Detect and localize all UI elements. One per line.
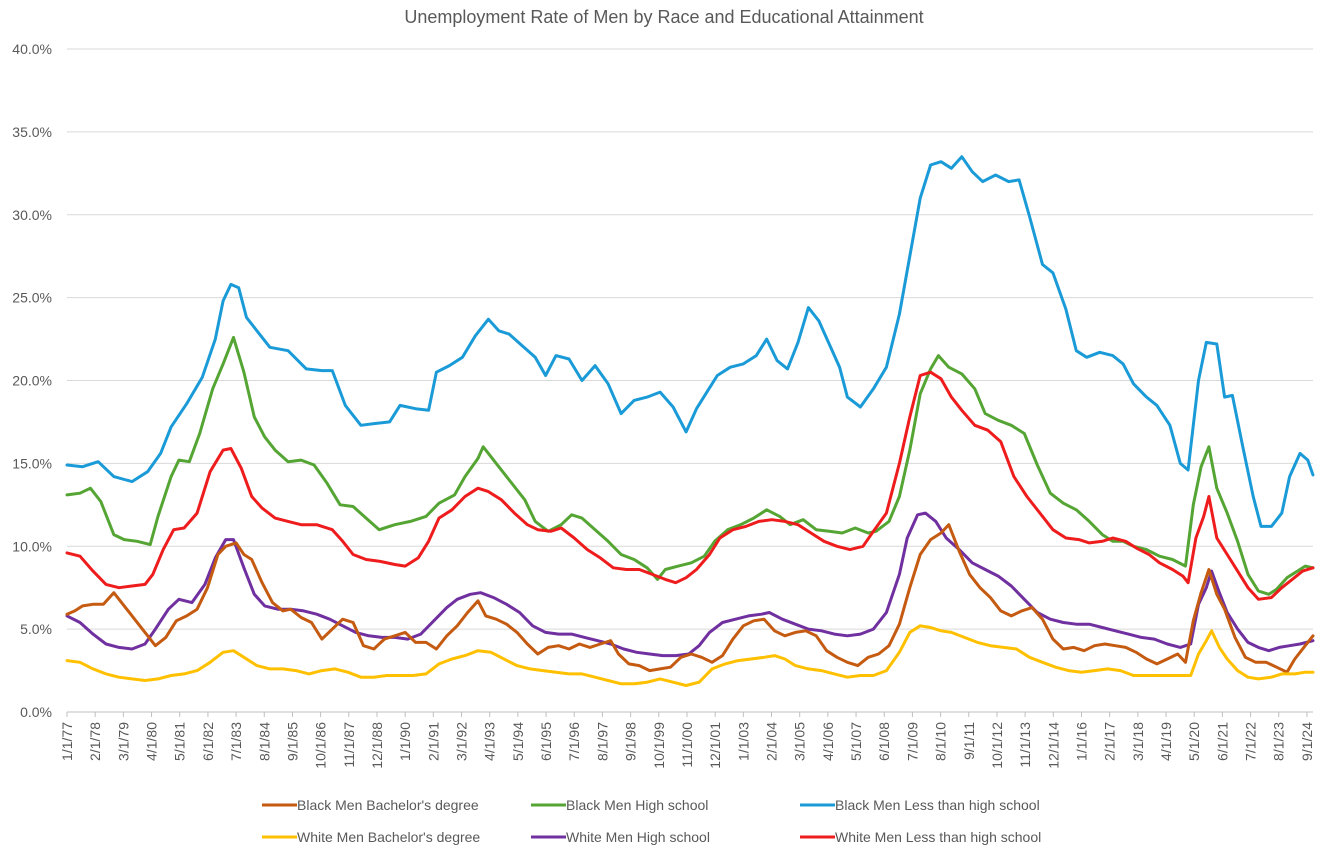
x-tick-label: 4/1/80 xyxy=(144,722,160,761)
x-tick-label: 2/1/91 xyxy=(425,722,441,761)
x-tick-label: 5/1/07 xyxy=(848,722,864,761)
x-tick-label: 10/1/99 xyxy=(651,722,667,769)
x-tick-label: 6/1/95 xyxy=(538,722,554,761)
x-tick-label: 7/1/83 xyxy=(228,722,244,761)
y-tick-label: 10.0% xyxy=(12,538,52,554)
x-tick-label: 1/1/77 xyxy=(59,722,75,761)
x-tick-label: 4/1/19 xyxy=(1158,722,1174,761)
y-tick-label: 30.0% xyxy=(12,207,52,223)
legend-label-black-bachelor: Black Men Bachelor's degree xyxy=(297,797,479,813)
grid-lines xyxy=(67,48,1313,713)
legend-item-white-lessthanhs: White Men Less than high school xyxy=(800,829,1041,845)
x-tick-label: 8/1/23 xyxy=(1271,722,1287,761)
x-tick-label: 7/1/09 xyxy=(904,722,920,761)
y-tick-label: 40.0% xyxy=(12,41,52,57)
x-tick-label: 7/1/22 xyxy=(1243,722,1259,761)
y-tick-label: 5.0% xyxy=(20,621,52,637)
x-tick-label: 1/1/16 xyxy=(1073,722,1089,761)
x-tick-label: 9/1/11 xyxy=(961,722,977,760)
x-tick-label: 2/1/78 xyxy=(87,722,103,761)
x-tick-label: 8/1/84 xyxy=(256,722,272,761)
x-tick-label: 12/1/14 xyxy=(1045,722,1061,769)
x-tick-label: 5/1/81 xyxy=(172,722,188,761)
legend-label-white-lessthanhs: White Men Less than high school xyxy=(835,829,1041,845)
x-tick-label: 3/1/92 xyxy=(454,722,470,761)
x-tick-label: 1/1/90 xyxy=(397,722,413,761)
legend: Black Men Bachelor's degree Black Men Hi… xyxy=(262,797,1041,845)
x-tick-label: 11/1/13 xyxy=(1017,722,1033,768)
legend-item-black-bachelor: Black Men Bachelor's degree xyxy=(262,797,479,813)
series-line-white-men-bachelor-s-degree xyxy=(65,624,1315,687)
chart-title: Unemployment Rate of Men by Race and Edu… xyxy=(404,7,923,27)
x-tick-label: 12/1/88 xyxy=(369,722,385,769)
y-tick-label: 0.0% xyxy=(20,704,52,720)
y-tick-label: 35.0% xyxy=(12,124,52,140)
legend-label-white-highschool: White Men High school xyxy=(566,829,710,845)
y-tick-label: 20.0% xyxy=(12,373,52,389)
x-tick-label: 9/1/24 xyxy=(1299,722,1315,761)
legend-item-white-bachelor: White Men Bachelor's degree xyxy=(262,829,480,845)
x-tick-label: 10/1/86 xyxy=(313,722,329,769)
y-tick-label: 25.0% xyxy=(12,290,52,306)
x-tick-label: 3/1/18 xyxy=(1130,722,1146,761)
legend-label-black-highschool: Black Men High school xyxy=(566,797,708,813)
y-tick-label: 15.0% xyxy=(12,455,52,471)
x-tick-label: 4/1/93 xyxy=(482,722,498,761)
x-tick-label: 7/1/96 xyxy=(566,722,582,761)
x-tick-label: 3/1/79 xyxy=(115,722,131,761)
x-tick-label: 4/1/06 xyxy=(820,722,836,761)
legend-item-black-highschool: Black Men High school xyxy=(531,797,708,813)
x-tick-label: 2/1/17 xyxy=(1102,722,1118,761)
x-tick-label: 9/1/85 xyxy=(284,722,300,761)
x-tick-label: 10/1/12 xyxy=(989,722,1005,769)
x-tick-label: 3/1/05 xyxy=(792,722,808,761)
x-tick-label: 5/1/20 xyxy=(1186,722,1202,761)
legend-item-black-lessthanhs: Black Men Less than high school xyxy=(800,797,1040,813)
x-tick-label: 9/1/98 xyxy=(623,722,639,761)
x-axis: 1/1/77 2/1/78 3/1/79 4/1/80 5/1/81 6/1/82 7/1/… xyxy=(59,712,1315,769)
x-tick-label: 12/1/01 xyxy=(707,722,723,769)
series-line-black-men-bachelor-s-degree xyxy=(65,523,1315,674)
x-tick-label: 1/1/03 xyxy=(735,722,751,761)
x-tick-label: 8/1/97 xyxy=(594,722,610,761)
legend-label-white-bachelor: White Men Bachelor's degree xyxy=(297,829,480,845)
legend-item-white-highschool: White Men High school xyxy=(531,829,710,845)
x-tick-label: 6/1/82 xyxy=(200,722,216,761)
series-line-white-men-high-school xyxy=(65,511,1315,658)
x-tick-label: 2/1/04 xyxy=(763,722,779,761)
x-tick-label: 6/1/21 xyxy=(1214,722,1230,761)
x-tick-label: 6/1/08 xyxy=(876,722,892,761)
plot-area xyxy=(65,155,1315,687)
x-tick-label: 8/1/10 xyxy=(933,722,949,761)
x-tick-label: 5/1/94 xyxy=(510,722,526,761)
x-tick-label: 11/1/00 xyxy=(679,722,695,768)
x-tick-label: 11/1/87 xyxy=(341,722,357,768)
legend-label-black-lessthanhs: Black Men Less than high school xyxy=(835,797,1040,813)
series-line-white-men-less-than-high-school xyxy=(65,370,1315,601)
series-line-black-men-less-than-high-school xyxy=(65,155,1315,528)
y-axis: 0.0% 5.0% 10.0% 15.0% 20.0% 25.0% 30.0% 35.0% 40… xyxy=(12,41,52,720)
series-line-black-men-high-school xyxy=(65,335,1315,596)
